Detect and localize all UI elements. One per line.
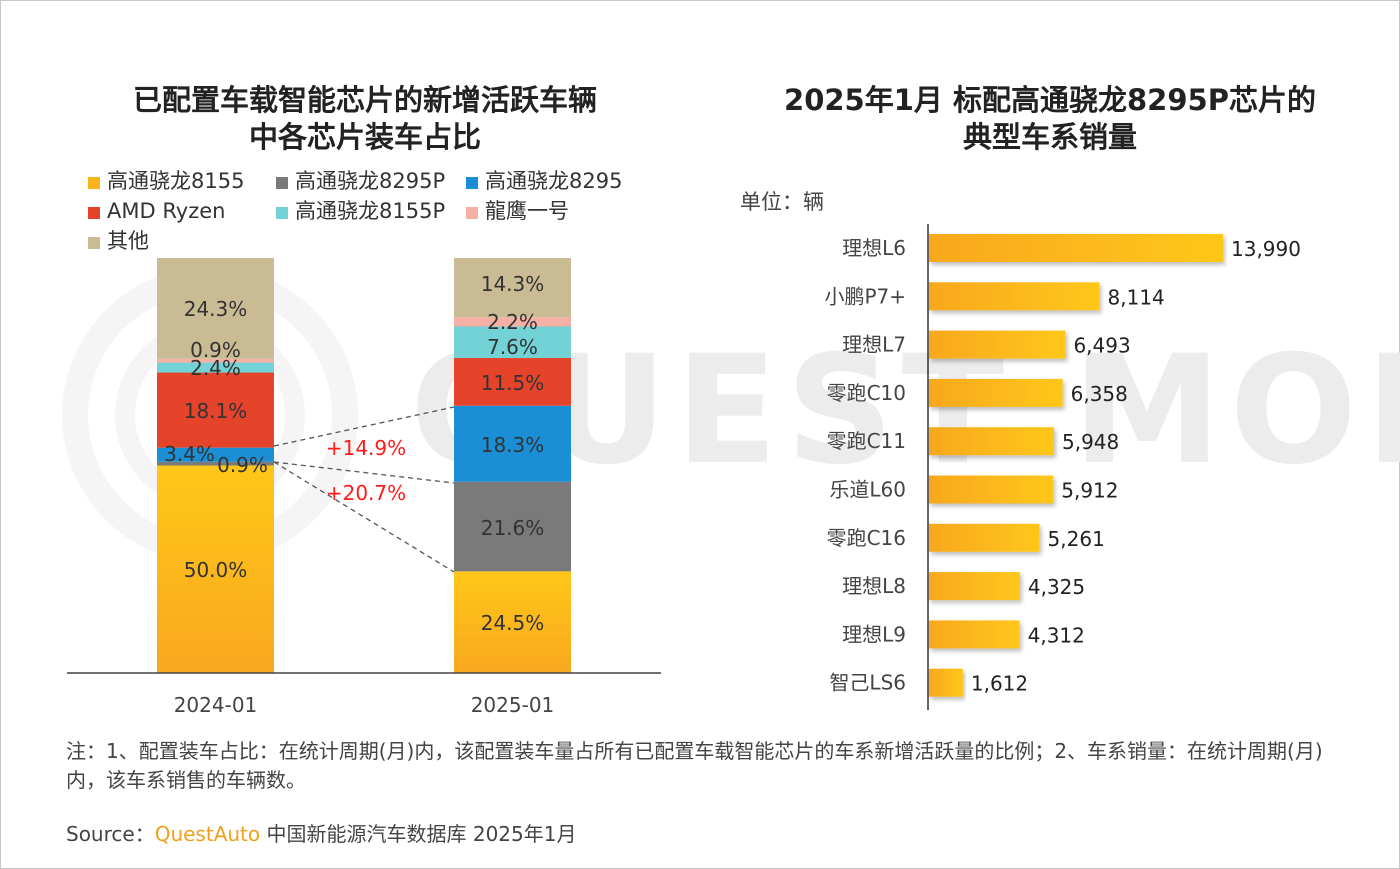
legend-swatch [466, 207, 478, 219]
source-label: Source： [66, 822, 155, 846]
bar-segment [157, 372, 274, 448]
segment-label: 18.3% [481, 433, 545, 457]
left-chart-title: 已配置车载智能芯片的新增活跃车辆 中各芯片装车占比 [65, 82, 665, 156]
source-line: Source：QuestAuto 中国新能源汽车数据库 2025年1月 [66, 818, 576, 847]
segment-label: 24.5% [481, 611, 545, 635]
legend-label: 高通骁龙8295P [295, 169, 446, 193]
legend-label: 龍鹰一号 [485, 199, 569, 223]
legend-item: AMD Ryzen [88, 196, 225, 226]
unit-label: 单位：辆 [740, 190, 824, 214]
bar-segment [454, 258, 571, 318]
segment-label: 2.4% [190, 356, 241, 380]
right-chart-title: 2025年1月 标配高通骁龙8295P芯片的 典型车系销量 [720, 82, 1380, 156]
bar-segment [454, 317, 571, 327]
bar-segment [454, 326, 571, 359]
legend-swatch [88, 177, 100, 189]
segment-label: 24.3% [184, 297, 248, 321]
segment-label: 11.5% [481, 371, 545, 395]
legend-item: 高通骁龙8155 [88, 166, 244, 196]
stacked-bar-chart: 50.0%0.9%3.4%18.1%2.4%0.9%24.3%24.5%21.6… [67, 258, 661, 717]
segment-label: 0.9% [217, 453, 268, 477]
growth-annotation: +14.9% [326, 436, 406, 460]
legend-item: 高通骁龙8155P [276, 196, 445, 226]
segment-label: 2.2% [487, 310, 538, 334]
bar-segment [157, 358, 274, 363]
x-tick-label: 2024-01 [174, 693, 258, 717]
segment-label: 7.6% [487, 335, 538, 359]
legend-swatch [276, 177, 288, 189]
legend-swatch [466, 177, 478, 189]
legend-swatch [88, 207, 100, 219]
legend-label: 高通骁龙8155P [295, 199, 446, 223]
bar-segment [157, 258, 274, 359]
connector-line [273, 461, 455, 484]
x-tick-label: 2025-01 [471, 693, 555, 717]
legend-label: 高通骁龙8155 [107, 169, 245, 193]
legend-item: 其他 [88, 226, 149, 256]
legend-label: AMD Ryzen [107, 199, 226, 223]
segment-label: 14.3% [481, 272, 545, 296]
legend-swatch [276, 207, 288, 219]
bar-segment [157, 461, 274, 466]
legend-label: 高通骁龙8295 [485, 169, 623, 193]
legend-label: 其他 [107, 229, 149, 253]
watermark-text: QUEST MOBILE [410, 324, 1400, 498]
right-title-line1: 2025年1月 标配高通骁龙8295P芯片的 [784, 83, 1316, 117]
legend-item: 高通骁龙8295 [466, 166, 622, 196]
bar-segment [454, 481, 571, 572]
left-title-line2: 中各芯片装车占比 [248, 120, 481, 154]
segment-label: 0.9% [190, 338, 241, 362]
legend-item: 龍鹰一号 [466, 196, 569, 226]
bar-segment [454, 571, 571, 673]
bar-segment [454, 358, 571, 406]
growth-annotation: +20.7% [326, 481, 406, 505]
legend-item: 高通骁龙8295P [276, 166, 445, 196]
segment-label: 18.1% [184, 399, 248, 423]
source-rest: 中国新能源汽车数据库 2025年1月 [260, 822, 577, 846]
bar-segment [454, 405, 571, 482]
bar-segment [157, 465, 274, 673]
source-brand: QuestAuto [154, 822, 261, 846]
legend-swatch [88, 237, 100, 249]
connector-line [273, 406, 455, 447]
left-title-line1: 已配置车载智能芯片的新增活跃车辆 [132, 83, 597, 117]
bar-segment [157, 362, 274, 373]
connector-line [273, 461, 455, 573]
segment-label: 3.4% [164, 442, 215, 466]
footnote: 注：1、配置装车占比：在统计周期(月)内，该配置装车量占所有已配置车载智能芯片的… [66, 739, 1323, 792]
segment-label: 21.6% [481, 516, 545, 540]
right-title-line2: 典型车系销量 [962, 120, 1137, 154]
bar-segment [157, 447, 274, 462]
segment-label: 50.0% [184, 558, 248, 582]
